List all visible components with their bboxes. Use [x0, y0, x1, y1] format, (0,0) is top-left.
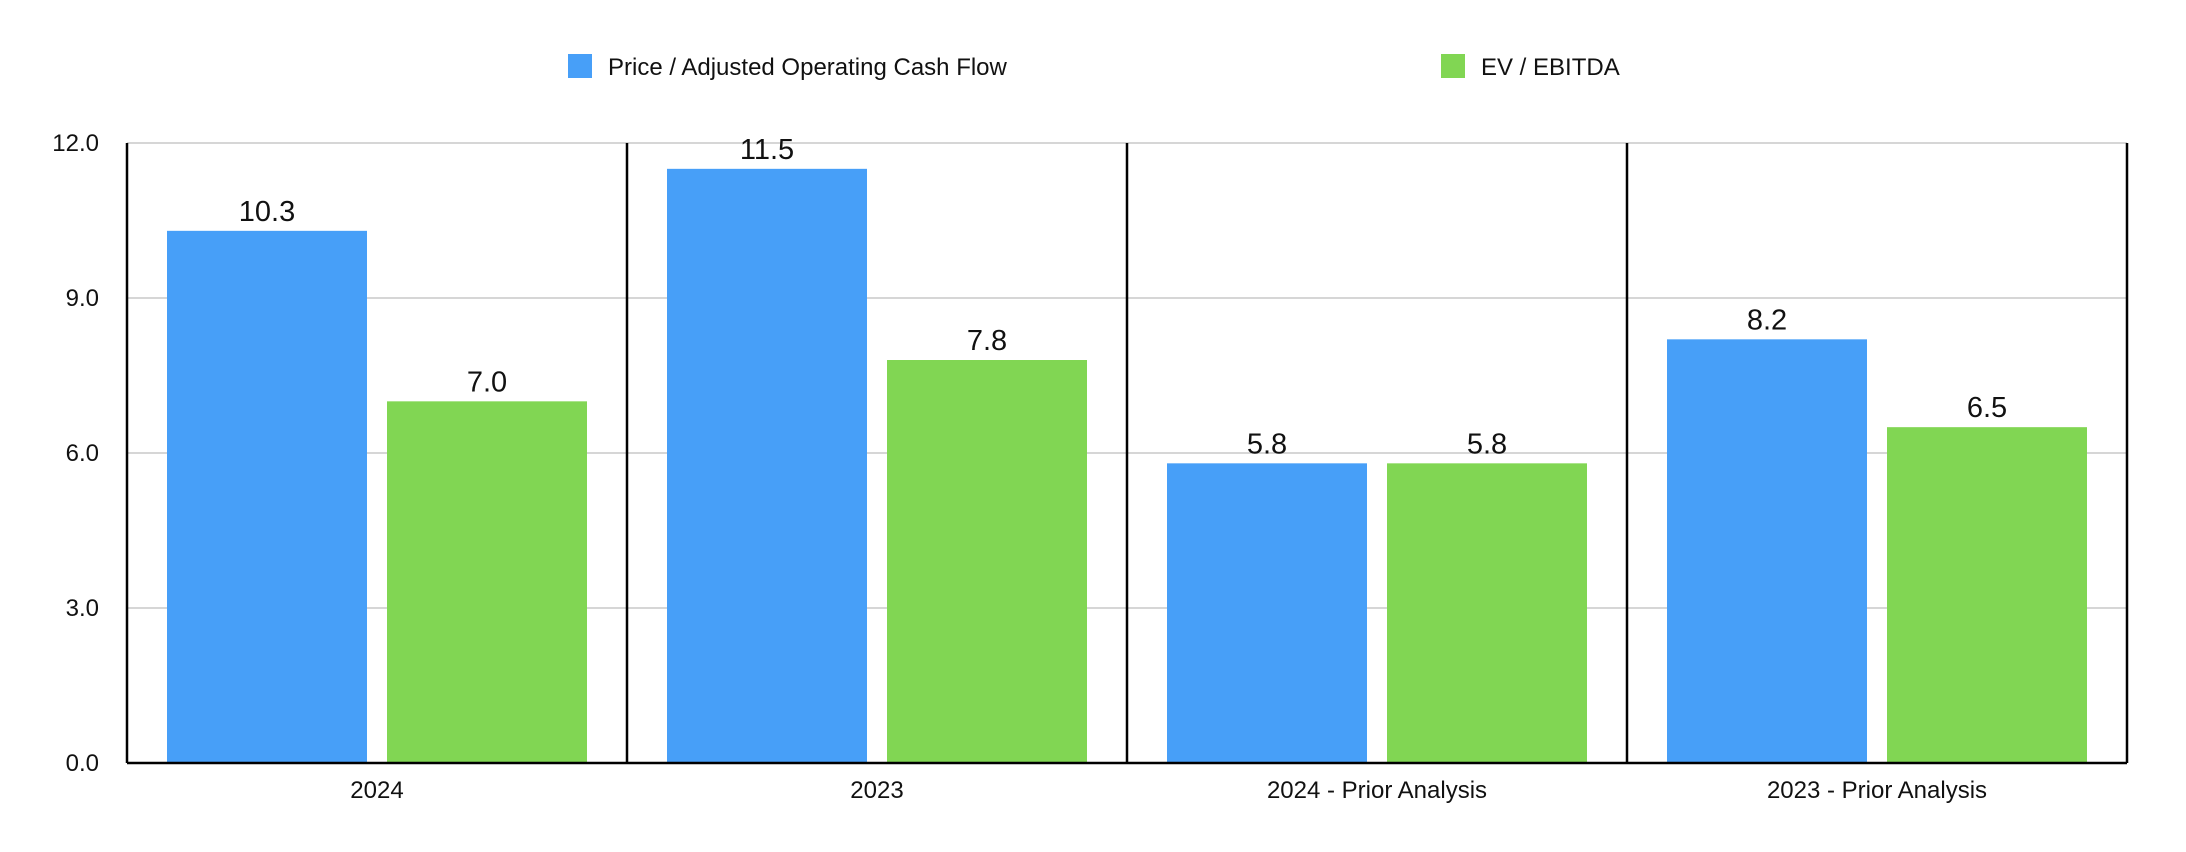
x-category-label: 2024	[350, 777, 403, 804]
bar-ev-ebitda-2	[1387, 463, 1587, 763]
data-label: 8.2	[1747, 304, 1787, 336]
y-tick-label: 12.0	[52, 130, 99, 157]
x-category-label: 2023	[850, 777, 903, 804]
bar-price-adj-ocf-2	[1167, 463, 1367, 763]
y-tick-label: 3.0	[66, 595, 99, 622]
data-label: 7.8	[967, 325, 1007, 357]
bar-ev-ebitda-0	[387, 401, 587, 763]
tick-labels: 0.0 3.0 6.0 9.0 12.0 2024 2023 2024 - Prior Ana…	[52, 130, 1987, 804]
bar-ev-ebitda-3	[1887, 427, 2087, 763]
y-tick-label: 6.0	[66, 440, 99, 467]
x-category-label: 2023 - Prior Analysis	[1767, 777, 1987, 804]
data-label: 11.5	[740, 134, 794, 166]
data-label: 6.5	[1967, 392, 2007, 424]
data-label: 10.3	[239, 196, 295, 228]
bar-price-adj-ocf-3	[1667, 339, 1867, 763]
bar-price-adj-ocf-1	[667, 168, 867, 764]
data-label: 7.0	[467, 366, 507, 398]
data-labels: 10.3 11.5 5.8 8.2 7.0 7.8 5.8 6.5	[239, 134, 2007, 461]
legend-label: Price / Adjusted Operating Cash Flow	[608, 54, 1008, 81]
bar-ev-ebitda-1	[887, 360, 1087, 763]
legend-swatch	[568, 54, 592, 78]
data-label: 5.8	[1247, 428, 1287, 460]
legend-swatch	[1441, 54, 1465, 78]
bar-price-adj-ocf-0	[167, 230, 367, 764]
legend-label: EV / EBITDA	[1481, 54, 1620, 81]
axes	[125, 143, 2129, 765]
y-tick-label: 0.0	[66, 750, 99, 777]
bars	[167, 168, 2087, 764]
legend: Price / Adjusted Operating Cash Flow EV /…	[568, 54, 1620, 81]
y-tick-label: 9.0	[66, 285, 99, 312]
data-label: 5.8	[1467, 428, 1507, 460]
x-category-label: 2024 - Prior Analysis	[1267, 777, 1487, 804]
